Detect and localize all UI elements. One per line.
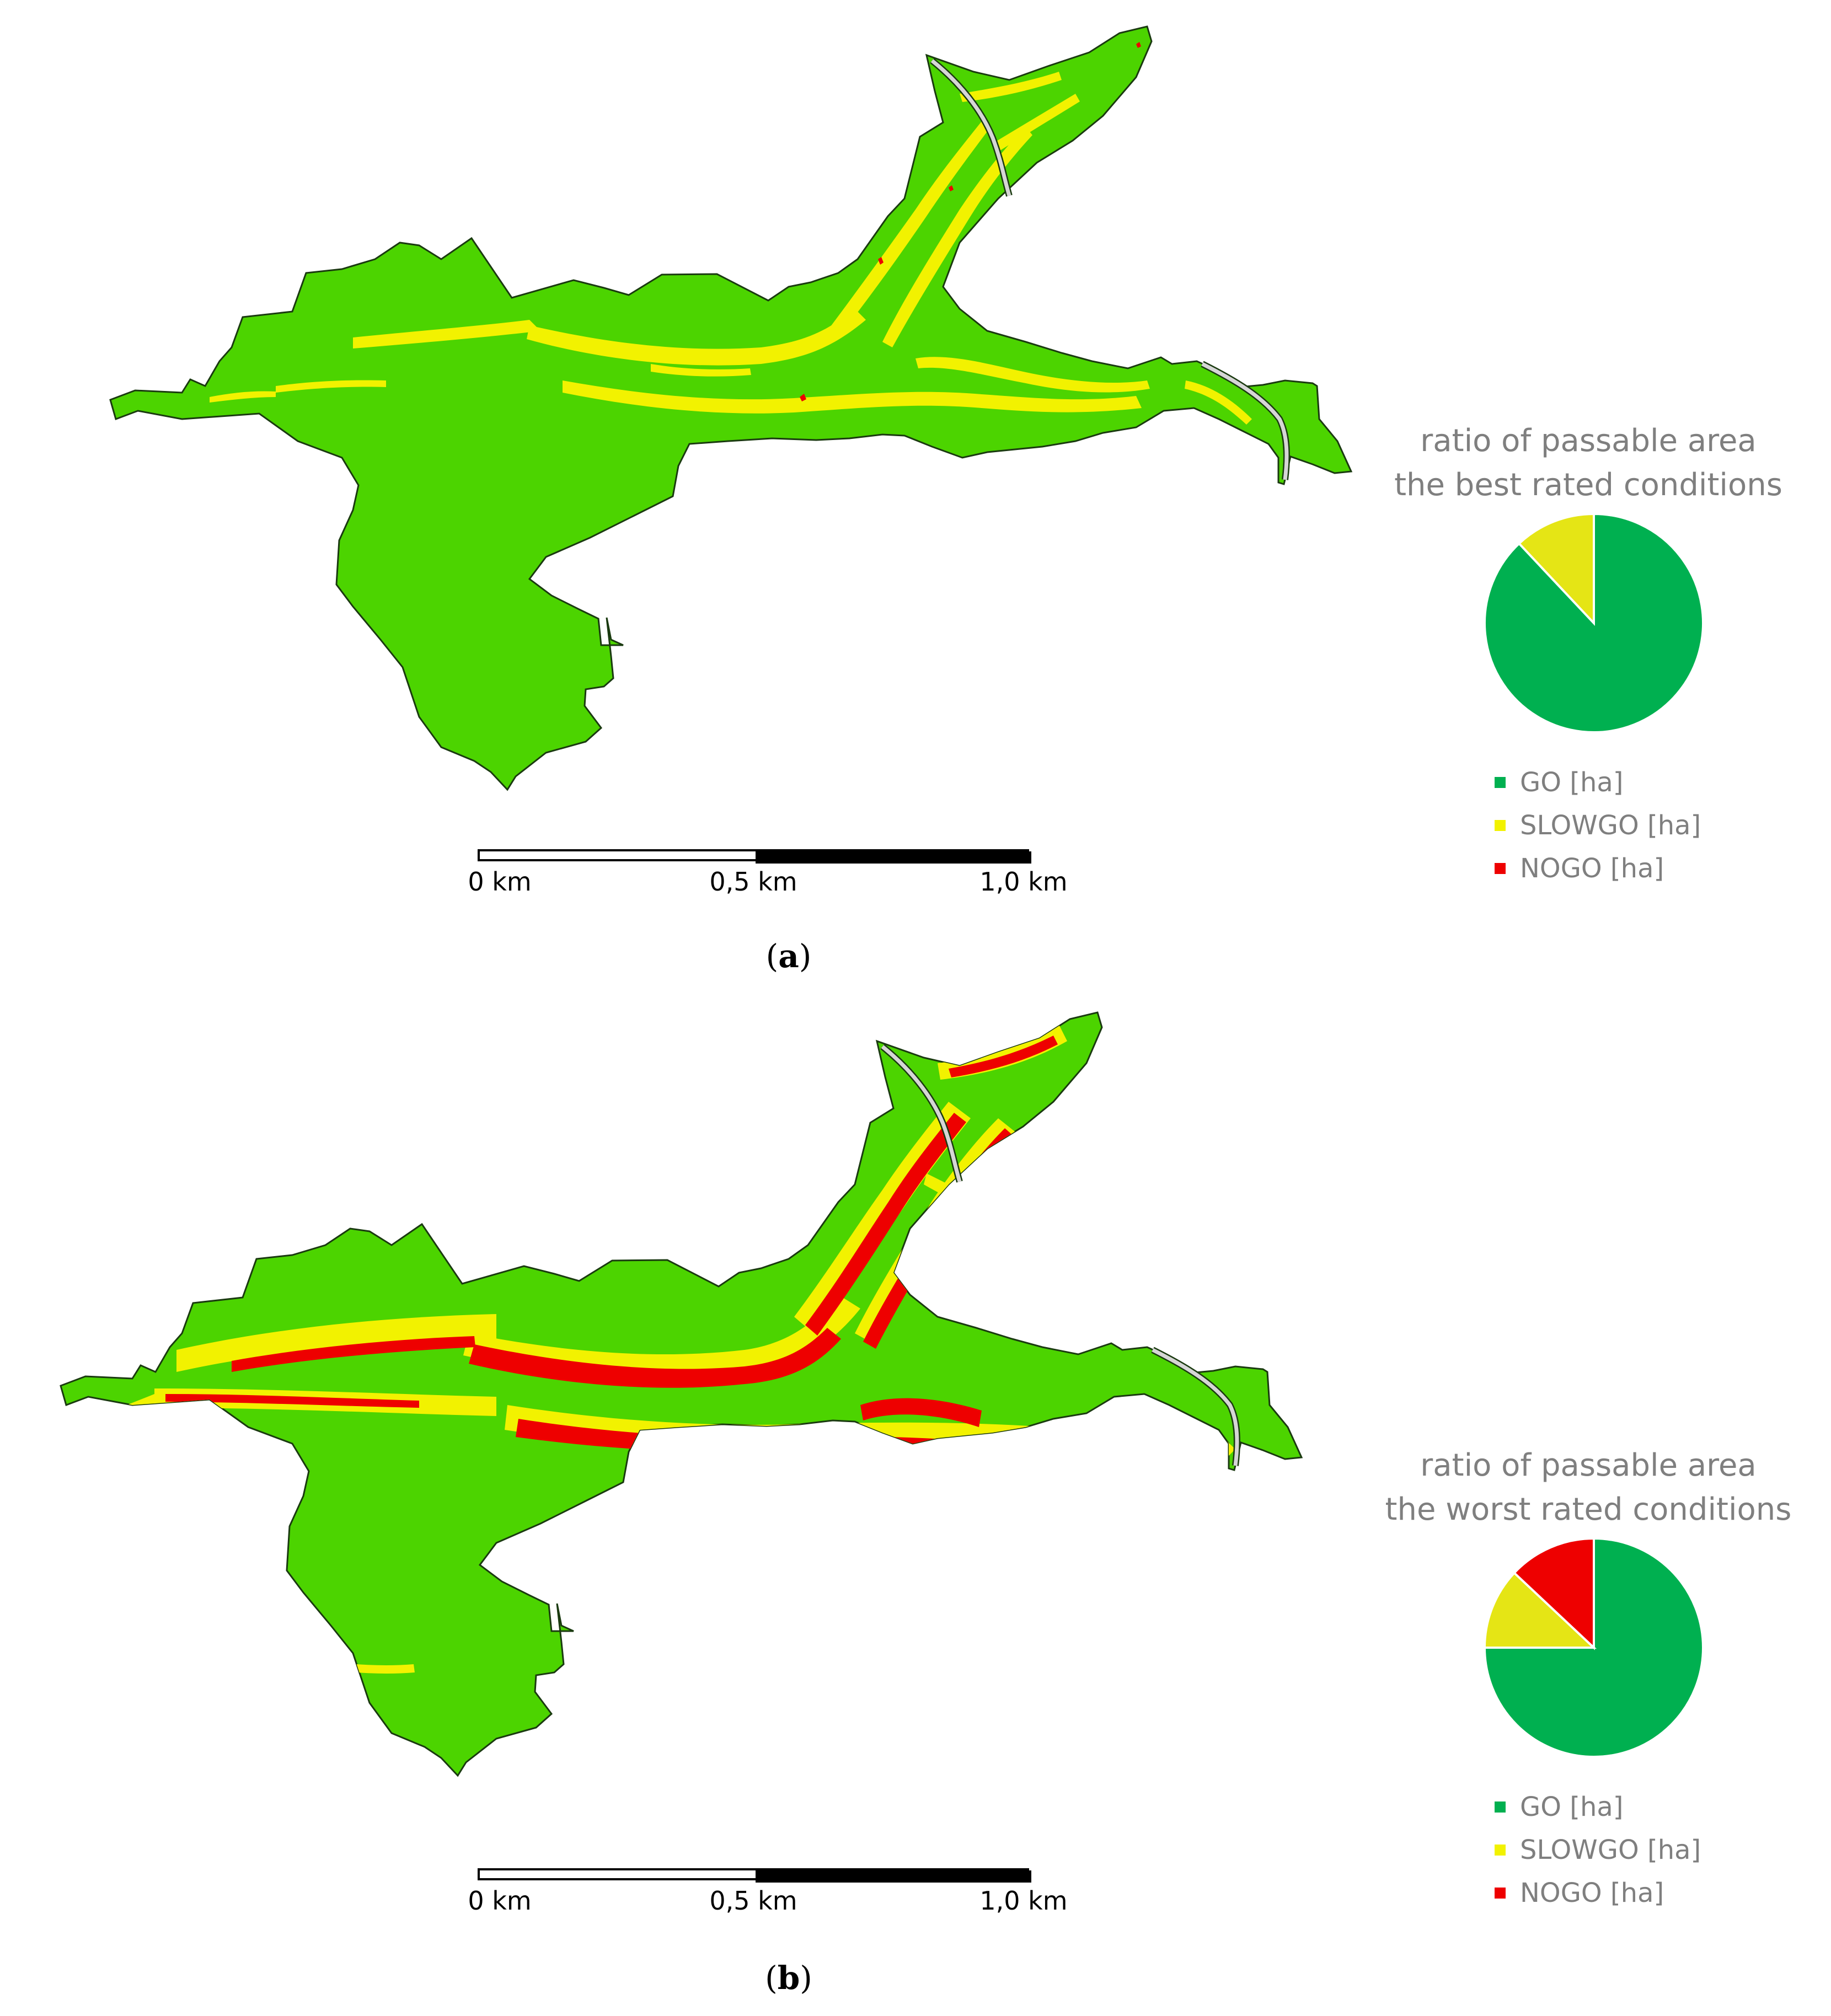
legend-item-nogo: NOGO [ha] bbox=[1495, 1872, 1701, 1915]
scale-label-1: 1,0 km bbox=[979, 1886, 1068, 1916]
legend-label-slowgo: SLOWGO [ha] bbox=[1520, 810, 1701, 841]
legend-item-slowgo: SLOWGO [ha] bbox=[1495, 804, 1701, 847]
legend-label-nogo: NOGO [ha] bbox=[1520, 1878, 1664, 1908]
legend-swatch-go bbox=[1495, 777, 1506, 788]
legend-swatch-slowgo bbox=[1495, 1845, 1506, 1856]
pie bbox=[1484, 1537, 1704, 1758]
caption-a: (a) bbox=[765, 937, 812, 975]
chart-title-line1: ratio of passable area bbox=[1420, 1447, 1757, 1483]
terrain-map bbox=[109, 25, 1352, 791]
legend-label-nogo: NOGO [ha] bbox=[1520, 853, 1664, 884]
legend-swatch-slowgo bbox=[1495, 820, 1506, 831]
scale-label-half: 0,5 km bbox=[709, 867, 797, 897]
legend-item-nogo: NOGO [ha] bbox=[1495, 847, 1701, 890]
legend: GO [ha] SLOWGO [ha] NOGO [ha] bbox=[1495, 1786, 1701, 1915]
scale-bar: 0 km 0,5 km 1,0 km bbox=[468, 1868, 1068, 1934]
nogo-areas bbox=[800, 42, 1141, 401]
slowgo-areas bbox=[210, 72, 1252, 425]
pie-slice-go bbox=[1484, 1537, 1704, 1758]
chart-title-line2: the best rated conditions bbox=[1394, 467, 1782, 503]
legend-label-go: GO [ha] bbox=[1520, 767, 1624, 798]
pie-slice-slowgo bbox=[1517, 513, 1595, 626]
scale-track bbox=[478, 849, 1031, 864]
legend: GO [ha] SLOWGO [ha] NOGO [ha] bbox=[1495, 761, 1701, 890]
chart-title-line2: the worst rated conditions bbox=[1385, 1492, 1792, 1527]
chart-title-line1: ratio of passable area bbox=[1420, 423, 1757, 459]
terrain-map bbox=[60, 1011, 1303, 1777]
nogo-areas bbox=[77, 1036, 1250, 1493]
scale-label-1: 1,0 km bbox=[979, 867, 1068, 897]
legend-item-go: GO [ha] bbox=[1495, 761, 1701, 804]
scale-label-0: 0 km bbox=[468, 1886, 532, 1916]
panel-b: 0 km 0,5 km 1,0 km (b) ratio of passable… bbox=[0, 1008, 1831, 2016]
legend-item-go: GO [ha] bbox=[1495, 1786, 1701, 1829]
pie-chart-best: ratio of passable area the best rated co… bbox=[1346, 408, 1831, 948]
legend-swatch-nogo bbox=[1495, 1888, 1506, 1899]
scale-label-half: 0,5 km bbox=[709, 1886, 797, 1916]
legend-swatch-nogo bbox=[1495, 863, 1506, 874]
scale-bar: 0 km 0,5 km 1,0 km bbox=[468, 849, 1068, 915]
pie-slice-slowgo bbox=[1484, 1571, 1597, 1649]
scale-fill bbox=[756, 851, 1031, 864]
caption-b: (b) bbox=[765, 1959, 812, 1997]
legend-item-slowgo: SLOWGO [ha] bbox=[1495, 1829, 1701, 1872]
scale-track bbox=[478, 1868, 1031, 1883]
pie-slice-go bbox=[1484, 513, 1704, 733]
panel-a: 0 km 0,5 km 1,0 km (a) ratio of passable… bbox=[109, 25, 1831, 975]
legend-swatch-go bbox=[1495, 1801, 1506, 1813]
pie-chart-worst: ratio of passable area the worst rated c… bbox=[1346, 1433, 1831, 1973]
legend-label-slowgo: SLOWGO [ha] bbox=[1520, 1835, 1701, 1865]
legend-label-go: GO [ha] bbox=[1520, 1792, 1624, 1822]
pie bbox=[1484, 513, 1704, 733]
scale-fill bbox=[756, 1870, 1031, 1883]
scale-label-0: 0 km bbox=[468, 867, 532, 897]
pie-slice-nogo bbox=[1512, 1537, 1595, 1650]
